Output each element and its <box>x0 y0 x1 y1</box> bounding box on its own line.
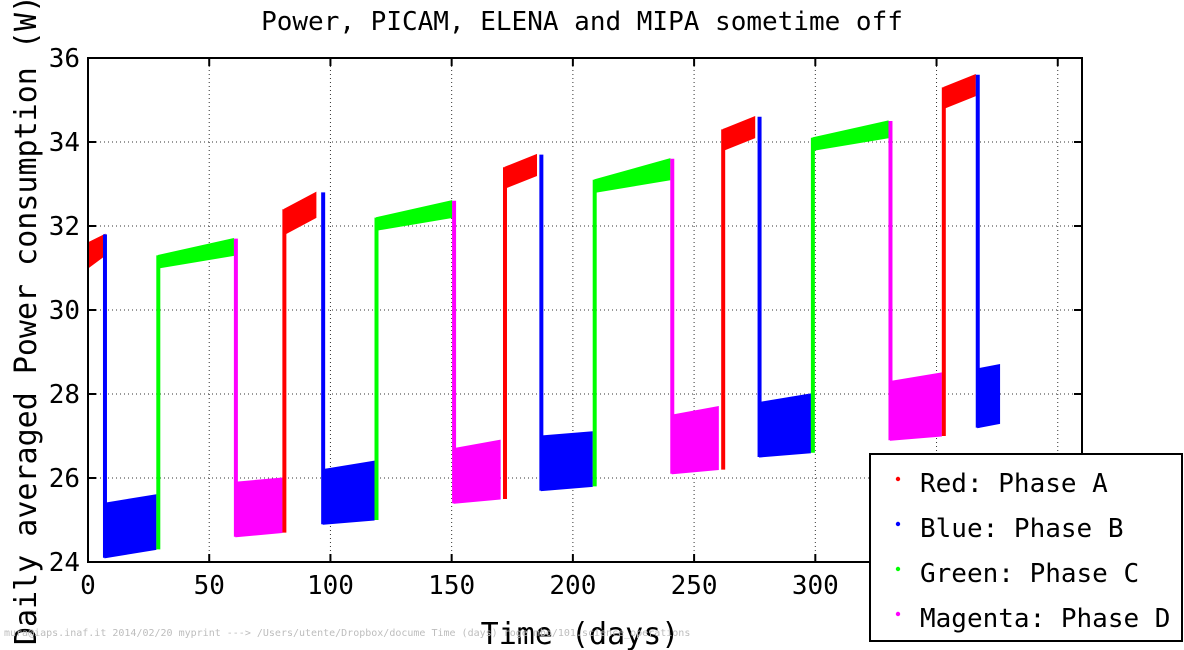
series-3-segment-0 <box>235 477 283 538</box>
y-tick-label-2: 28 <box>49 380 80 410</box>
legend-label-3: Magenta: Phase D <box>920 604 1170 634</box>
chart-title: Power, PICAM, ELENA and MIPA sometime of… <box>261 7 903 37</box>
x-tick-label-2: 100 <box>307 571 354 601</box>
legend-marker-0 <box>895 476 901 482</box>
series-0-segment-3 <box>722 116 756 152</box>
legend-box <box>869 453 1183 642</box>
series-3-segment-1 <box>453 439 501 504</box>
series-1-segment-0 <box>104 494 157 559</box>
x-axis-label: Time (days) <box>481 617 680 650</box>
y-tick-label-3: 30 <box>49 296 80 326</box>
series-0-segment-2 <box>504 153 538 189</box>
legend-label-0: Red: Phase A <box>920 469 1108 499</box>
legend-marker-1 <box>895 521 901 527</box>
y-tick-label-1: 26 <box>49 464 80 494</box>
y-tick-label-6: 36 <box>49 44 80 74</box>
x-tick-label-5: 250 <box>671 571 718 601</box>
series-2-segment-0 <box>157 237 234 269</box>
x-tick-label-4: 200 <box>549 571 596 601</box>
x-tick-label-6: 300 <box>792 571 839 601</box>
series-3 <box>235 372 942 538</box>
legend: Red: Phase A Blue: Phase B Green: Phase C M… <box>869 453 1183 642</box>
series-0 <box>87 74 976 269</box>
legend-marker-3 <box>895 611 901 617</box>
y-tick-label-5: 34 <box>49 128 80 158</box>
legend-label-2: Green: Phase C <box>920 559 1139 589</box>
x-tick-label-1: 50 <box>194 571 225 601</box>
y-tick-label-0: 24 <box>49 548 80 578</box>
series-0-segment-0 <box>87 233 106 269</box>
series-1-segment-4 <box>977 363 1001 429</box>
series-3-segment-3 <box>889 372 942 441</box>
y-axis-label: Daily averaged Power consumption (W) <box>9 0 44 645</box>
data-area <box>87 74 1001 559</box>
x-tick-label-3: 150 <box>428 571 475 601</box>
legend-label-1: Blue: Phase B <box>920 514 1124 544</box>
legend-marker-2 <box>895 566 901 572</box>
series-0-segment-4 <box>943 74 976 110</box>
series-2 <box>157 120 889 269</box>
series-2-segment-3 <box>812 120 889 151</box>
axis-ticks: 0 50 100 150 200 250 300 24 26 28 30 32 34 36 <box>49 44 1082 601</box>
series-0-segment-1 <box>283 191 317 236</box>
series-3-segment-2 <box>671 406 719 475</box>
series-1-segment-2 <box>540 431 593 492</box>
x-tick-label-0: 0 <box>80 571 96 601</box>
series-2-segment-2 <box>594 158 671 193</box>
footer-path-text: mura@iaps.inaf.it 2014/02/20 myprint ---… <box>4 628 690 639</box>
series-1-segment-1 <box>322 460 375 525</box>
series-1-segment-3 <box>759 393 811 458</box>
y-tick-label-4: 32 <box>49 212 80 242</box>
